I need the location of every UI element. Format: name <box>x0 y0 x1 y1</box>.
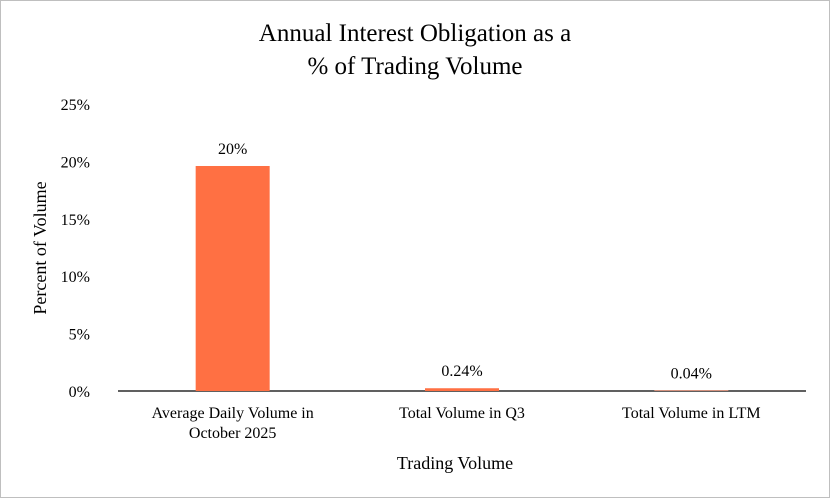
bar <box>195 165 270 391</box>
chart-title: Annual Interest Obligation as a % of Trad… <box>259 20 571 80</box>
data-label: 20% <box>218 141 247 158</box>
bar <box>425 388 499 391</box>
data-label: 0.24% <box>441 363 482 380</box>
data-label: 0.04% <box>671 366 712 383</box>
y-tick-label: 25% <box>61 97 90 114</box>
x-axis-title: Trading Volume <box>397 453 513 473</box>
x-category-label: October 2025 <box>189 425 277 442</box>
y-tick-label: 20% <box>61 154 90 171</box>
x-axis-categories: Average Daily Volume in October 2025 Total… <box>152 405 761 442</box>
chart-title-line: % of Trading Volume <box>307 53 522 80</box>
x-category-label: Total Volume in LTM <box>622 405 761 422</box>
x-category-label: Average Daily Volume in <box>152 405 314 422</box>
y-tick-label: 15% <box>61 212 90 229</box>
y-tick-label: 0% <box>69 384 90 401</box>
bars <box>195 165 729 391</box>
x-category-label: Total Volume in Q3 <box>399 405 525 422</box>
chart-title-line: Annual Interest Obligation as a <box>259 20 571 47</box>
y-tick-label: 5% <box>69 327 90 344</box>
y-axis-title: Percent of Volume <box>30 181 50 314</box>
y-tick-label: 10% <box>61 269 90 286</box>
y-axis-ticks: 0% 5% 10% 15% 20% 25% <box>61 97 90 401</box>
data-labels: 20% 0.24% 0.04% <box>218 141 712 383</box>
